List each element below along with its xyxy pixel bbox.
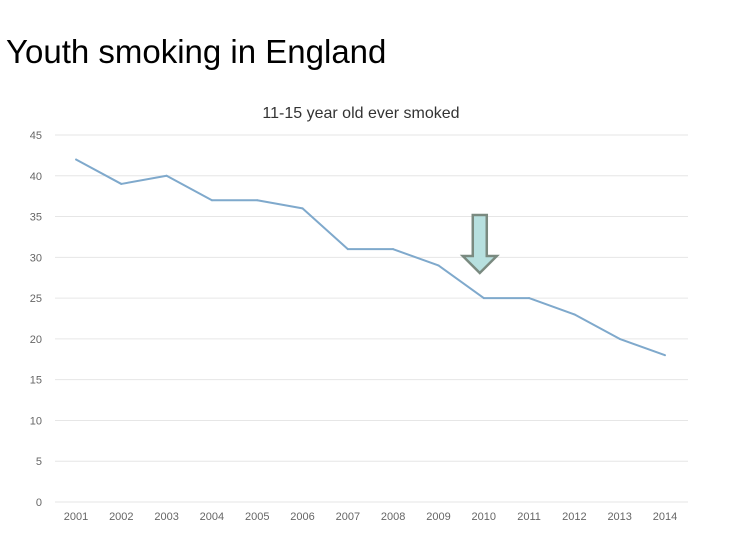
x-tick-label: 2013 <box>607 511 631 523</box>
y-tick-label: 30 <box>30 252 42 264</box>
x-tick-label: 2006 <box>290 511 314 523</box>
data-point <box>75 158 77 161</box>
x-tick-label: 2012 <box>562 511 586 523</box>
y-tick-label: 10 <box>30 415 42 427</box>
x-tick-label: 2008 <box>381 511 405 523</box>
chart-title: 11-15 year old ever smoked <box>262 105 459 122</box>
annotation-layer <box>459 213 500 275</box>
arrow-annotation <box>459 213 500 275</box>
data-point <box>528 297 531 300</box>
data-point <box>301 207 304 210</box>
data-point <box>120 182 123 185</box>
x-tick-label: 2010 <box>472 511 496 523</box>
y-tick-label: 40 <box>30 171 42 183</box>
data-point <box>618 337 621 340</box>
x-tick-label: 2005 <box>245 511 269 523</box>
x-tick-label: 2014 <box>653 511 677 523</box>
y-axis-ticks: 0 5 10 15 20 25 30 35 40 45 <box>30 130 42 509</box>
x-tick-label: 2001 <box>64 511 88 523</box>
data-point <box>165 174 168 177</box>
x-tick-label: 2003 <box>154 511 178 523</box>
x-tick-label: 2002 <box>109 511 133 523</box>
data-point <box>573 313 576 316</box>
x-tick-label: 2009 <box>426 511 450 523</box>
data-point <box>210 199 213 202</box>
y-tick-label: 25 <box>30 293 42 305</box>
x-axis-ticks: 2001 2002 2003 2004 2005 2006 2007 2008 2009 2010… <box>64 511 677 523</box>
y-tick-label: 0 <box>36 497 42 509</box>
data-point <box>437 264 440 267</box>
x-tick-label: 2007 <box>336 511 360 523</box>
data-point <box>256 199 259 202</box>
data-point <box>392 248 395 251</box>
data-point <box>346 248 349 251</box>
x-tick-label: 2004 <box>200 511 224 523</box>
y-tick-label: 5 <box>36 456 42 468</box>
series-line <box>75 158 666 357</box>
y-tick-label: 45 <box>30 130 42 142</box>
data-point <box>664 354 666 357</box>
series-layer <box>75 158 666 357</box>
data-point <box>482 297 485 300</box>
y-tick-label: 35 <box>30 212 42 224</box>
x-tick-label: 2011 <box>517 511 541 523</box>
grid-lines <box>55 134 688 503</box>
y-tick-label: 20 <box>30 334 42 346</box>
slide-title: Youth smoking in England <box>6 33 387 70</box>
y-tick-label: 15 <box>30 375 42 387</box>
